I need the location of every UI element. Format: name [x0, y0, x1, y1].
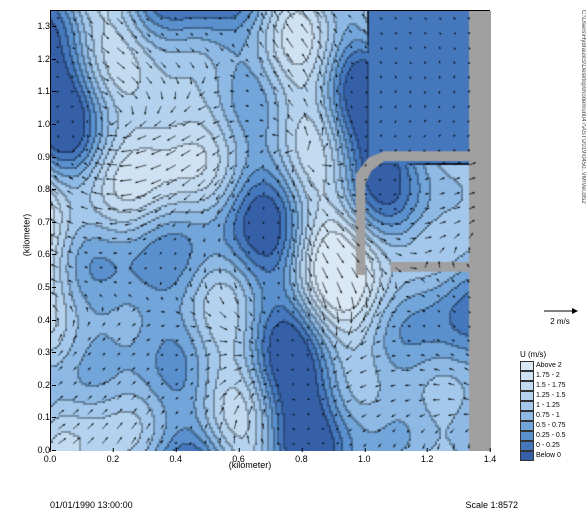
legend-label: 1.5 - 1.75: [536, 381, 566, 391]
legend-row: 1.25 - 1.5: [520, 391, 580, 401]
y-tick: 0.4: [37, 315, 50, 325]
y-tick: 0.8: [37, 184, 50, 194]
y-tick: 0.7: [37, 217, 50, 227]
legend-label: 0.25 - 0.5: [536, 431, 566, 441]
legend-label: Above 2: [536, 361, 562, 371]
y-tick: 0.6: [37, 249, 50, 259]
legend-row: 1.5 - 1.75: [520, 381, 580, 391]
y-tick: 1.3: [37, 21, 50, 31]
legend-swatch: [520, 441, 534, 451]
y-tick: 1.2: [37, 54, 50, 64]
timestamp-label: 01/01/1990 13:00:00: [50, 500, 133, 510]
legend-title: U (m/s): [520, 350, 580, 359]
contour-canvas: [51, 11, 491, 451]
legend-label: 0.5 - 0.75: [536, 421, 566, 431]
legend-swatch: [520, 401, 534, 411]
legend-swatch: [520, 451, 534, 461]
x-tick: 1.2: [421, 454, 434, 464]
legend-swatch: [520, 381, 534, 391]
legend-label: 1 - 1.25: [536, 401, 560, 411]
legend-label: 1.25 - 1.5: [536, 391, 566, 401]
vector-scale-reference: 2 m/s: [542, 305, 578, 326]
legend-row: 0.25 - 0.5: [520, 431, 580, 441]
legend-swatch: [520, 361, 534, 371]
y-tick: 0.9: [37, 152, 50, 162]
legend-row: 1.75 - 2: [520, 371, 580, 381]
x-tick: 1.0: [358, 454, 371, 464]
legend-swatch: [520, 431, 534, 441]
legend-row: 1 - 1.25: [520, 401, 580, 411]
scale-label: Scale 1:8572: [465, 500, 518, 510]
y-tick: 1.1: [37, 86, 50, 96]
legend-row: 0 - 0.25: [520, 441, 580, 451]
file-path-label: C:\Users\Hydraulics\Desktop\model\run047…: [580, 10, 586, 310]
color-legend: U (m/s) Above 21.75 - 21.5 - 1.751.25 - …: [520, 350, 580, 461]
legend-row: Above 2: [520, 361, 580, 371]
legend-label: 1.75 - 2: [536, 371, 560, 381]
x-tick: 1.4: [484, 454, 497, 464]
x-axis-label: (kilometer): [229, 460, 272, 470]
x-tick: 0.4: [169, 454, 182, 464]
legend-label: 0.75 - 1: [536, 411, 560, 421]
legend-swatch: [520, 391, 534, 401]
legend-swatch: [520, 421, 534, 431]
vector-ref-label: 2 m/s: [550, 317, 570, 326]
legend-label: 0 - 0.25: [536, 441, 560, 451]
y-axis-label: (kilometer): [21, 214, 31, 257]
y-tick: 0.5: [37, 282, 50, 292]
x-tick: 0.2: [107, 454, 120, 464]
legend-label: Below 0: [536, 451, 561, 461]
legend-row: 0.5 - 0.75: [520, 421, 580, 431]
contour-plot-area: [50, 10, 490, 450]
legend-swatch: [520, 411, 534, 421]
y-tick: 0.2: [37, 380, 50, 390]
y-tick: 1.0: [37, 119, 50, 129]
x-tick: 0.8: [295, 454, 308, 464]
x-tick: 0.0: [44, 454, 57, 464]
legend-row: Below 0: [520, 451, 580, 461]
y-axis: 0.00.10.20.30.40.50.60.70.80.91.01.11.21…: [30, 10, 50, 450]
y-tick: 0.1: [37, 412, 50, 422]
y-tick: 0.3: [37, 347, 50, 357]
legend-swatch: [520, 371, 534, 381]
legend-row: 0.75 - 1: [520, 411, 580, 421]
